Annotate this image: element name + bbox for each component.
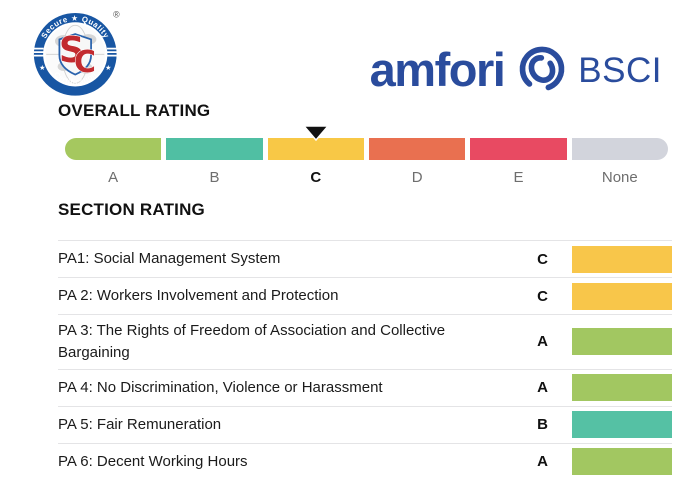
row-label: PA 2: Workers Involvement and Protection — [58, 287, 339, 305]
scale-segment-b — [166, 138, 263, 160]
scale-label-b: B — [209, 169, 220, 186]
row-bar-column — [572, 407, 672, 442]
row-bar-column — [572, 370, 672, 405]
sqc-monogram-c: C — [74, 45, 96, 80]
row-rating-bar — [572, 245, 672, 273]
overall-rating-scale: A B C D E None — [65, 125, 668, 186]
scale-segment-none — [571, 138, 668, 160]
amfori-spiral-icon — [519, 46, 565, 92]
table-row: PA 6: Decent Working Hours A — [58, 444, 672, 477]
section-rating-table: PA1: Social Management System C PA 2: Work… — [58, 240, 672, 477]
row-bar-column — [572, 324, 672, 359]
sqc-certification-logo-icon: S C ★ ★ Secure ★ Quality Certification ® — [33, 9, 120, 96]
table-row: PA1: Social Management System C — [58, 240, 672, 278]
scale-segment-c — [267, 138, 364, 160]
row-rating-bar — [572, 282, 672, 310]
row-grade: A — [537, 379, 548, 396]
amfori-bsci-suffix: BSCI — [578, 50, 662, 90]
sqc-star-right-icon: ★ — [105, 64, 111, 72]
row-label: PA 5: Fair Remuneration — [58, 415, 222, 433]
scale-label-none: None — [601, 169, 638, 186]
row-bar-column — [572, 444, 672, 477]
row-rating-bar — [572, 448, 672, 475]
row-bar-column — [572, 279, 672, 314]
table-row: PA 5: Fair Remuneration B — [58, 407, 672, 444]
row-grade: A — [537, 333, 548, 351]
row-grade: C — [537, 250, 548, 268]
overall-rating-title: OVERALL RATING — [58, 101, 211, 120]
row-label: PA 4: No Discrimination, Violence or Har… — [58, 378, 383, 396]
scale-segment-d — [368, 138, 466, 160]
scale-segment-e — [470, 138, 567, 160]
sqc-registered-mark: ® — [113, 9, 120, 19]
table-row: PA 3: The Rights of Freedom of Associati… — [58, 315, 672, 370]
row-grade: B — [537, 416, 548, 433]
row-rating-bar — [572, 374, 672, 401]
scale-segment-a — [65, 138, 162, 160]
row-label: PA 6: Decent Working Hours — [58, 452, 248, 470]
sqc-star-left-icon: ★ — [39, 64, 45, 72]
row-label: PA 3: The Rights of Freedom of Associati… — [58, 322, 446, 361]
scale-label-e: E — [513, 169, 524, 186]
table-row: PA 4: No Discrimination, Violence or Har… — [58, 370, 672, 407]
row-bar-column — [572, 242, 672, 277]
scale-label-d: D — [411, 169, 423, 186]
rating-scale-labels: A B C D E None — [65, 169, 668, 186]
row-label: PA1: Social Management System — [58, 250, 281, 268]
sqc-monogram-s: S — [59, 30, 84, 71]
row-rating-bar — [572, 411, 672, 438]
row-rating-bar — [572, 328, 672, 356]
rating-pointer-icon — [302, 125, 330, 142]
rating-scale-bar — [65, 138, 668, 160]
scale-label-c: C — [310, 169, 322, 186]
scale-label-a: A — [108, 169, 119, 186]
section-rating-title: SECTION RATING — [58, 200, 205, 219]
table-row: PA 2: Workers Involvement and Protection… — [58, 278, 672, 315]
amfori-wordmark: amfori — [369, 42, 506, 96]
amfori-bsci-logo: amfori BSCI — [370, 40, 662, 98]
row-grade: C — [537, 287, 548, 305]
row-grade: A — [537, 453, 548, 470]
